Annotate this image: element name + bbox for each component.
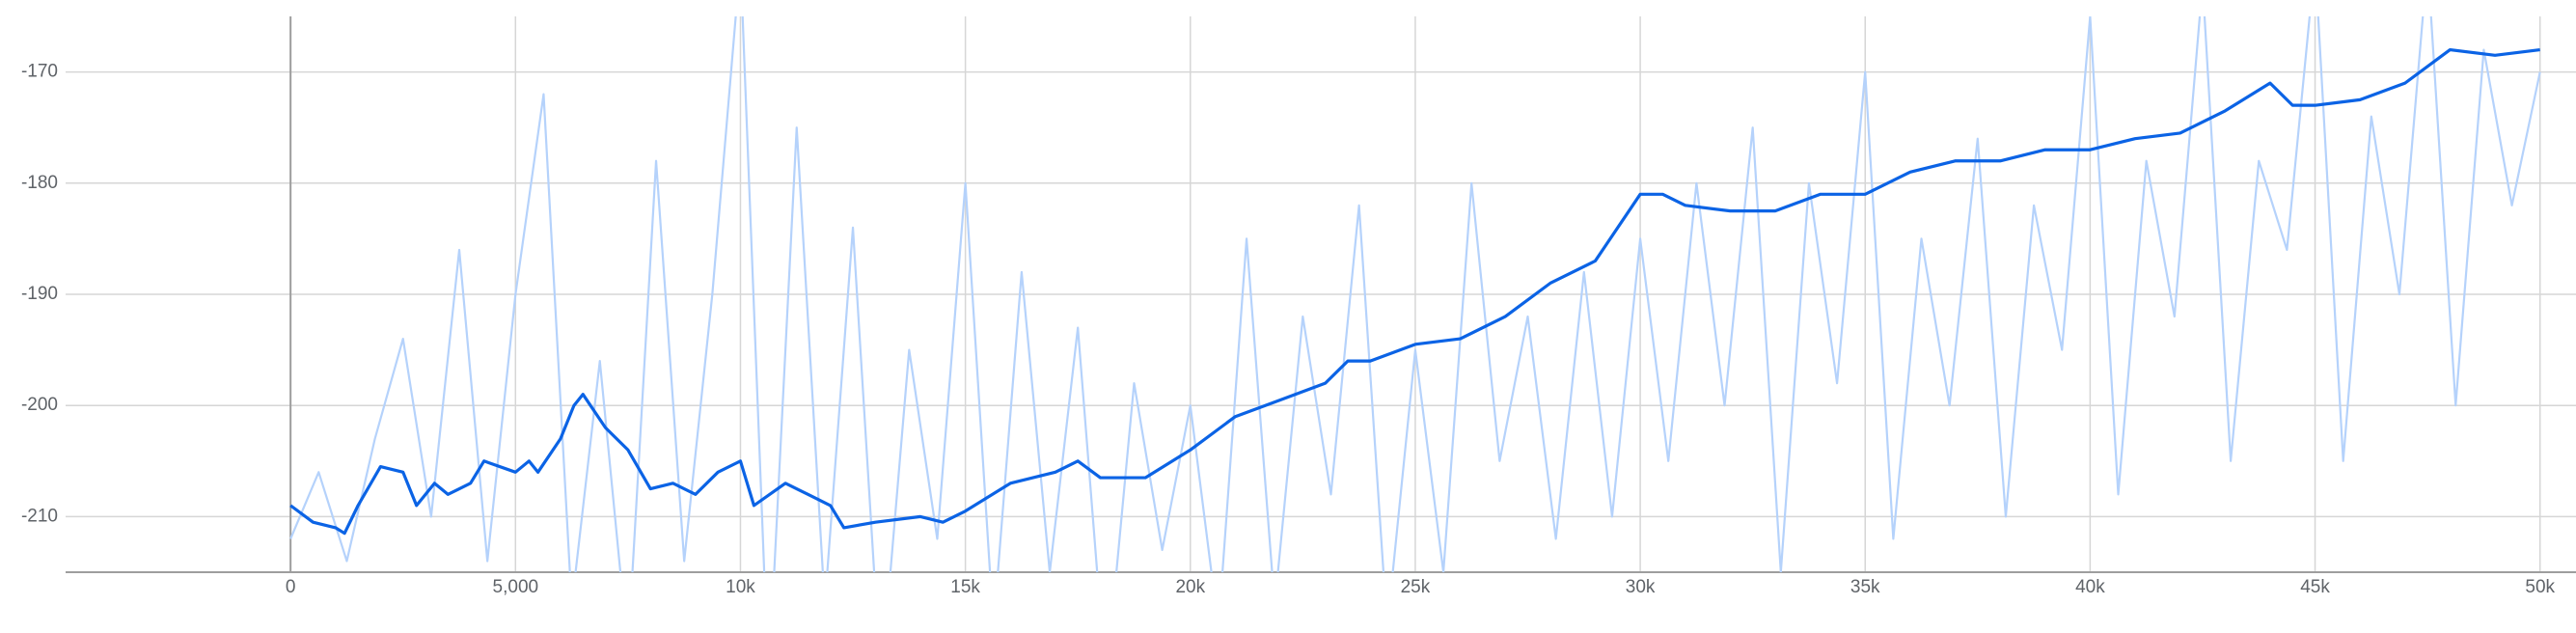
- grid: [66, 16, 2576, 573]
- x-tick-label: 30k: [1626, 577, 1656, 597]
- y-tick-label: -180: [21, 173, 58, 193]
- x-tick-label: 5,000: [493, 577, 539, 597]
- x-tick-label: 20k: [1175, 577, 1205, 597]
- y-tick-label: -210: [21, 506, 58, 526]
- plot-area: [289, 16, 2541, 572]
- x-tick-label: 15k: [950, 577, 980, 597]
- x-tick-label: 50k: [2525, 577, 2555, 597]
- smoothed-line: [289, 47, 2540, 536]
- x-tick-label: 10k: [726, 577, 755, 597]
- x-tick-label: 35k: [1850, 577, 1880, 597]
- x-tick-label: 25k: [1401, 577, 1431, 597]
- y-tick-label: -200: [21, 395, 58, 415]
- axis-labels: -210 -200 -190 -180 -170 0 5,000 10k 15k 20k 25k 30…: [21, 62, 2556, 597]
- y-tick-label: -190: [21, 284, 58, 304]
- x-tick-label: 0: [286, 577, 296, 597]
- y-tick-label: -170: [21, 62, 58, 82]
- x-tick-label: 40k: [2075, 577, 2105, 597]
- raw-line: [289, 16, 2541, 572]
- x-tick-label: 45k: [2300, 577, 2330, 597]
